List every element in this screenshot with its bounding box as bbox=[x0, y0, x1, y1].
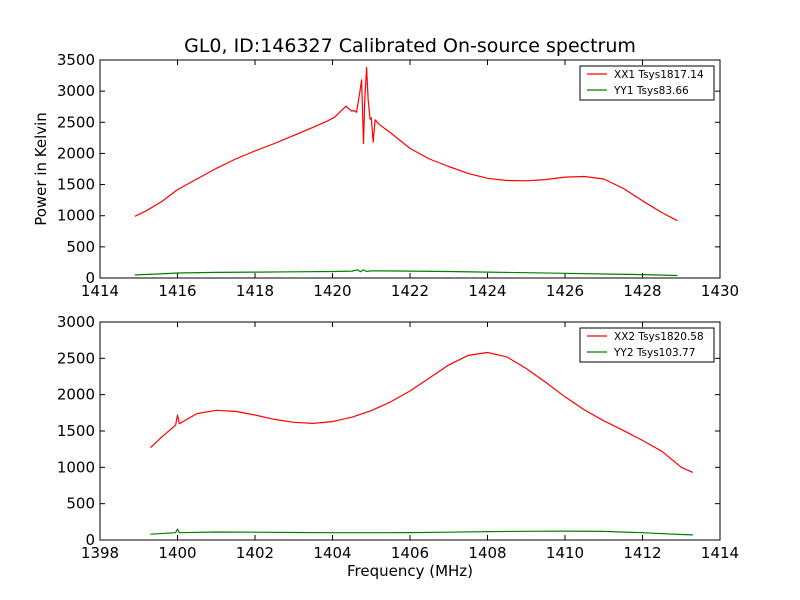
bottom-legend-box bbox=[579, 327, 715, 363]
legend-label-yy1: YY1 Tsys83.66 bbox=[613, 85, 689, 97]
x-tick-label: 1422 bbox=[391, 282, 429, 300]
bottom-x-axis-label: Frequency (MHz) bbox=[347, 562, 473, 580]
x-tick-label: 1414 bbox=[701, 544, 739, 562]
x-tick-label: 1402 bbox=[236, 544, 274, 562]
x-tick-label: 1428 bbox=[623, 282, 661, 300]
top-legend-box bbox=[579, 65, 715, 101]
series-line-2-1 bbox=[149, 351, 694, 473]
x-tick-label: 1424 bbox=[468, 282, 506, 300]
x-tick-label: 1404 bbox=[313, 544, 351, 562]
legend-label-yy2: YY2 Tsys103.77 bbox=[613, 347, 695, 359]
bottom-series-lines bbox=[149, 351, 694, 536]
y-tick-label: 2500 bbox=[57, 113, 95, 131]
x-tick-label: 1430 bbox=[701, 282, 739, 300]
x-tick-label: 1400 bbox=[158, 544, 196, 562]
series-line-1-2 bbox=[134, 269, 678, 277]
series-line-2-2 bbox=[150, 528, 693, 536]
x-tick-label: 1426 bbox=[546, 282, 584, 300]
y-tick-label: 500 bbox=[66, 495, 95, 513]
x-tick-label: 1418 bbox=[236, 282, 274, 300]
series-line-1-1 bbox=[134, 66, 678, 222]
figure-title: GL0, ID:146327 Calibrated On-source spec… bbox=[184, 35, 636, 57]
legend-label-xx1: XX1 Tsys1817.14 bbox=[614, 69, 704, 81]
y-tick-label: 0 bbox=[85, 531, 95, 549]
y-tick-label: 500 bbox=[66, 238, 95, 256]
x-tick-label: 1420 bbox=[313, 282, 351, 300]
top-y-axis-label: Power in Kelvin bbox=[32, 112, 50, 226]
top-axis-ticks: 1414 1416 1418 1420 1422 1424 1426 1428 1430 0 500… bbox=[57, 51, 739, 300]
y-tick-label: 0 bbox=[85, 269, 95, 287]
x-tick-label: 1406 bbox=[391, 544, 429, 562]
x-tick-label: 1410 bbox=[546, 544, 584, 562]
x-tick-label: 1398 bbox=[81, 544, 119, 562]
bottom-spectrum-panel: 1398 1400 1402 1404 1406 1408 1410 1412 1414 0 500… bbox=[57, 313, 739, 580]
y-tick-label: 1000 bbox=[57, 207, 95, 225]
top-legend: XX1 Tsys1817.14 YY1 Tsys83.66 bbox=[579, 65, 715, 101]
y-tick-label: 3500 bbox=[57, 51, 95, 69]
y-tick-label: 3000 bbox=[57, 313, 95, 331]
y-tick-label: 2500 bbox=[57, 349, 95, 367]
bottom-legend: XX2 Tsys1820.58 YY2 Tsys103.77 bbox=[579, 327, 715, 363]
x-tick-label: 1412 bbox=[623, 544, 661, 562]
x-tick-label: 1416 bbox=[158, 282, 196, 300]
y-tick-label: 1000 bbox=[57, 458, 95, 476]
x-tick-label: 1414 bbox=[81, 282, 119, 300]
y-tick-label: 2000 bbox=[57, 386, 95, 404]
legend-label-xx2: XX2 Tsys1820.58 bbox=[614, 331, 704, 343]
x-tick-label: 1408 bbox=[468, 544, 506, 562]
y-tick-label: 1500 bbox=[57, 176, 95, 194]
top-spectrum-panel: 1414 1416 1418 1420 1422 1424 1426 1428 1430 0 500… bbox=[32, 51, 739, 300]
y-tick-label: 3000 bbox=[57, 82, 95, 100]
y-tick-label: 2000 bbox=[57, 144, 95, 162]
bottom-axis-ticks: 1398 1400 1402 1404 1406 1408 1410 1412 1414 0 500… bbox=[57, 313, 739, 562]
top-series-lines bbox=[134, 66, 678, 277]
y-tick-label: 1500 bbox=[57, 422, 95, 440]
